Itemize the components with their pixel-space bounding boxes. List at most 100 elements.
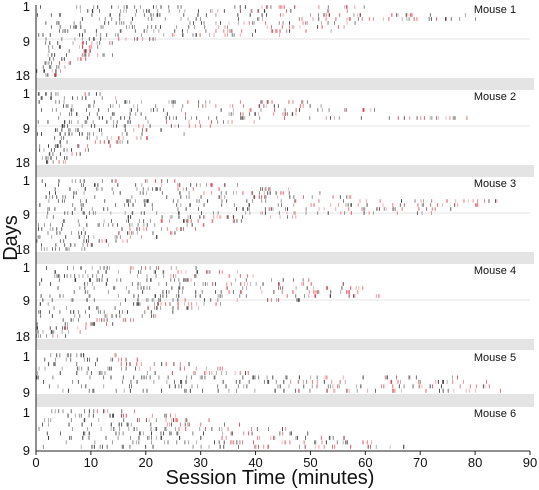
raster-tick xyxy=(247,207,249,211)
raster-tick xyxy=(123,21,125,25)
raster-tick xyxy=(338,116,340,120)
raster-tick xyxy=(345,5,347,9)
raster-tick xyxy=(117,33,119,37)
raster-tick xyxy=(66,140,68,144)
raster-tick xyxy=(223,120,225,124)
raster-tick xyxy=(357,13,359,17)
raster-tick xyxy=(151,440,152,445)
raster-tick xyxy=(108,243,110,247)
raster-tick xyxy=(211,371,213,375)
raster-tick xyxy=(178,384,180,389)
raster-tick xyxy=(288,191,290,195)
raster-tick xyxy=(399,203,401,207)
raster-tick xyxy=(258,191,260,195)
raster-tick xyxy=(283,116,285,120)
raster-tick xyxy=(118,431,120,436)
raster-tick xyxy=(143,286,145,290)
raster-tick xyxy=(178,290,180,294)
raster-tick xyxy=(253,120,255,124)
raster-tick xyxy=(54,274,56,278)
raster-tick xyxy=(99,310,101,314)
raster-tick xyxy=(59,353,61,358)
raster-tick xyxy=(58,160,60,164)
raster-tick xyxy=(200,195,202,199)
raster-tick xyxy=(189,215,191,219)
raster-tick xyxy=(129,388,131,393)
raster-tick xyxy=(54,53,56,57)
raster-tick xyxy=(152,37,154,41)
raster-tick xyxy=(94,322,96,326)
raster-tick xyxy=(136,357,138,362)
raster-tick xyxy=(282,286,284,290)
raster-tick xyxy=(58,183,60,187)
raster-tick xyxy=(171,33,173,37)
raster-tick xyxy=(332,444,333,449)
raster-tick xyxy=(203,215,205,219)
raster-tick xyxy=(105,282,107,286)
raster-tick xyxy=(101,444,103,449)
raster-tick xyxy=(204,427,206,431)
raster-tick xyxy=(445,116,447,120)
raster-tick xyxy=(70,418,72,423)
raster-tick xyxy=(169,302,171,306)
raster-tick xyxy=(84,290,86,294)
raster-tick xyxy=(224,195,226,199)
raster-tick xyxy=(146,371,148,375)
raster-tick xyxy=(85,322,87,326)
raster-tick xyxy=(132,231,134,235)
raster-tick xyxy=(131,108,133,112)
raster-tick xyxy=(185,278,187,282)
raster-tick xyxy=(326,9,328,13)
raster-tick xyxy=(329,384,331,389)
raster-tick xyxy=(59,294,61,298)
raster-tick xyxy=(50,25,52,29)
raster-tick xyxy=(118,37,120,41)
raster-tick xyxy=(37,92,39,96)
raster-tick xyxy=(309,388,311,393)
raster-tick xyxy=(305,211,307,215)
raster-tick xyxy=(49,227,51,231)
raster-tick xyxy=(442,379,444,384)
raster-tick xyxy=(48,61,50,65)
raster-tick xyxy=(152,444,154,449)
raster-tick xyxy=(89,278,90,282)
raster-tick xyxy=(146,191,148,195)
raster-tick xyxy=(360,384,362,389)
raster-tick xyxy=(96,112,98,116)
raster-tick xyxy=(364,207,366,211)
raster-tick xyxy=(97,53,99,57)
raster-tick xyxy=(174,278,176,282)
raster-tick xyxy=(296,298,298,302)
raster-tick xyxy=(93,444,95,449)
raster-tick xyxy=(95,211,97,215)
raster-tick xyxy=(45,92,47,96)
raster-tick xyxy=(278,211,280,215)
raster-tick xyxy=(39,148,41,152)
raster-tick xyxy=(194,124,196,128)
raster-tick xyxy=(156,306,157,310)
raster-tick xyxy=(66,306,68,310)
raster-tick xyxy=(201,211,202,215)
raster-tick xyxy=(447,388,449,393)
raster-tick xyxy=(124,124,126,128)
raster-tick xyxy=(146,274,148,278)
raster-tick xyxy=(100,37,102,41)
raster-tick xyxy=(328,9,329,13)
raster-tick xyxy=(120,116,122,120)
x-tick-label: 0 xyxy=(32,455,39,470)
raster-tick xyxy=(145,418,147,423)
raster-tick xyxy=(111,440,113,445)
raster-tick xyxy=(292,112,294,116)
raster-tick xyxy=(417,203,419,207)
raster-tick xyxy=(56,227,58,231)
raster-tick xyxy=(74,413,76,418)
raster-tick xyxy=(74,207,76,211)
raster-tick xyxy=(188,422,190,427)
raster-tick xyxy=(242,440,243,445)
raster-tick xyxy=(110,116,112,120)
raster-tick xyxy=(54,187,56,191)
raster-tick xyxy=(330,294,331,298)
raster-tick xyxy=(195,366,197,371)
raster-tick xyxy=(155,5,157,9)
raster-tick xyxy=(272,207,274,211)
